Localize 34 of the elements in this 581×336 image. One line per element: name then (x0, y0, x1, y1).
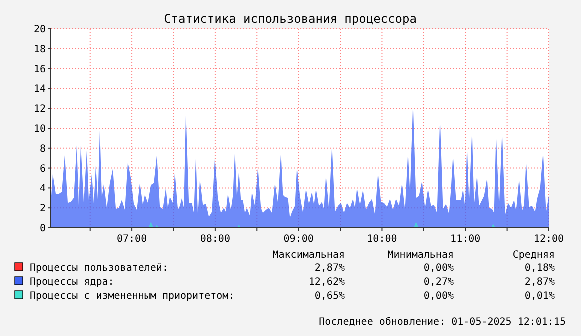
y-tick-label: 10 (34, 124, 46, 135)
text: Последнее обновление: 01-05-2025 12:01:15 (319, 317, 566, 328)
x-tick-label: 09:00 (284, 234, 314, 245)
text: 0,18% (524, 263, 555, 274)
y-tick-label: 0 (40, 224, 46, 234)
y-tick-label: 2 (40, 204, 46, 215)
text: 0,01% (524, 291, 555, 302)
text: 12,62% (308, 277, 345, 288)
y-tick-label: 14 (34, 84, 46, 96)
text: Средняя (512, 250, 555, 261)
y-tick-label: 6 (40, 164, 46, 175)
text: 2,87% (524, 277, 555, 288)
text: 0,65% (314, 291, 345, 302)
text: Минимальная (388, 250, 454, 261)
x-tick-label: 08:00 (200, 234, 230, 245)
y-tick-label: 20 (34, 24, 46, 36)
legend-label: Процессы ядра: (30, 277, 114, 288)
chart-title: Статистика использования процессора (164, 12, 417, 26)
x-tick-label: 10:00 (367, 234, 398, 245)
y-tick-label: 4 (40, 184, 46, 195)
y-tick-label: 12 (34, 104, 46, 116)
text: 0,27% (424, 277, 454, 288)
y-tick-label: 18 (34, 44, 46, 56)
x-tick-label: 12:00 (534, 234, 564, 245)
y-tick-label: 8 (40, 144, 46, 155)
x-tick-label: 07:00 (117, 234, 148, 245)
text: 2,87% (314, 263, 345, 274)
y-tick-label: 16 (34, 64, 46, 76)
text: 0,00% (424, 263, 454, 274)
legend-label: Процессы с измененным приоритетом: (30, 291, 235, 302)
text: Максимальная (272, 250, 345, 261)
text: 0,00% (424, 291, 454, 302)
legend-label: Процессы пользователей: (30, 263, 168, 274)
x-tick-label: 11:00 (450, 234, 481, 245)
